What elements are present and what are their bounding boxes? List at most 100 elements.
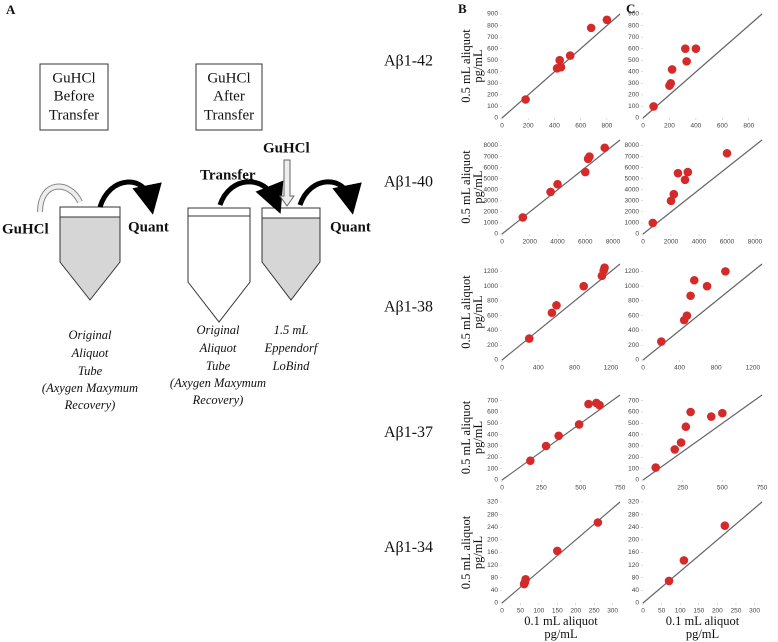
x-tick-label: 750 [615,485,626,492]
tube-cap [59,206,121,218]
point [681,422,691,432]
x-tick-label: 200 [712,608,723,615]
x-tick-label: 800 [743,123,754,130]
x-tick-label: 150 [552,608,563,615]
y-tick-label: 400 [487,68,498,75]
point [664,576,674,586]
y-tick-label: 240 [628,524,639,531]
tube-label: Original [196,323,240,337]
x-tick-label: 0 [641,239,645,246]
row-label: Aβ1-42 [384,53,433,70]
row-label: Aβ1-34 [384,539,433,556]
y-tick-label: 700 [487,397,498,404]
y-tick-label: 200 [628,454,639,461]
x-tick-label: 50 [517,608,525,615]
y-tick-label: 0 [635,231,639,238]
y-tick-label: 300 [628,443,639,450]
y-tick-label: 600 [628,45,639,52]
point [524,334,534,343]
y-tick-label: 900 [487,11,498,18]
y-tick-label: 0 [494,357,498,364]
tube [261,209,321,301]
point [676,438,686,447]
point [521,575,530,584]
y-tick-label: 320 [628,499,639,506]
y-tick-label: 300 [628,80,639,87]
y-tick-label: 400 [487,431,498,438]
y-axis-label: pg/mL [471,49,485,82]
y-tick-label: 100 [487,103,498,110]
tube-label: (Axygen Maxymum [170,376,266,390]
x-tick-label: 250 [731,608,742,615]
x-tick-label: 800 [601,123,612,130]
tube-label: Aliquot [199,341,237,355]
y-tick-label: 1200 [625,268,640,275]
y-tick-label: 6000 [625,164,640,171]
point [553,546,562,556]
x-axis-label: 0.1 mL aliquot [666,614,740,628]
y-tick-label: 80 [632,574,640,581]
y-tick-label: 8000 [484,142,499,149]
tube-label: LoBind [272,359,311,373]
x-tick-label: 0 [500,123,504,130]
x-tick-label: 200 [664,123,675,130]
point [682,311,692,320]
y-axis-label: 0.5 mL aliquot [459,29,473,103]
x-tick-label: 250 [536,485,547,492]
identity-line [501,263,621,361]
x-tick-label: 2000 [523,239,538,246]
tube-label: Recovery) [64,398,116,412]
y-tick-label: 1000 [484,220,499,227]
point [600,263,609,272]
y-tick-label: 3000 [625,198,640,205]
y-tick-label: 280 [487,511,498,518]
y-tick-label: 500 [487,420,498,427]
panel-label: B [458,1,467,16]
x-tick-label: 2000 [664,239,679,246]
y-tick-label: 100 [628,465,639,472]
tube-label: Aliquot [71,346,109,360]
point [580,167,590,177]
y-tick-label: 320 [487,499,498,506]
point [670,445,680,454]
arrow [279,159,295,207]
point [546,187,555,197]
y-tick-label: 700 [628,34,639,41]
y-tick-label: 0 [494,477,498,484]
y-tick-label: 0 [635,357,639,364]
point [702,281,712,291]
y-tick-label: 700 [487,34,498,41]
point [584,399,593,409]
box-text: GuHCl [207,70,250,86]
box [39,63,109,131]
point [706,412,716,421]
point [600,143,610,153]
y-tick-label: 700 [628,397,639,404]
x-axis-label: pg/mL [544,627,577,641]
point [721,267,730,276]
point [679,556,689,565]
x-tick-label: 750 [757,485,768,492]
y-axis-label: 0.5 mL aliquot [459,150,473,224]
y-tick-label: 200 [487,454,498,461]
x-tick-label: 0 [641,365,645,372]
point [680,175,690,185]
x-tick-label: 300 [607,608,618,615]
y-tick-label: 800 [487,298,498,305]
y-tick-label: 0 [635,115,639,122]
point [648,218,658,228]
x-tick-label: 250 [589,608,600,615]
y-tick-label: 800 [487,22,498,29]
x-tick-label: 8000 [748,239,763,246]
arrow [217,179,284,214]
point [593,518,603,527]
y-tick-label: 1000 [625,283,640,290]
x-tick-label: 0 [500,485,504,492]
tube-label: Eppendorf [264,341,319,355]
y-tick-label: 400 [628,327,639,334]
y-tick-label: 200 [628,537,639,544]
x-tick-label: 500 [575,485,586,492]
y-tick-label: 400 [628,431,639,438]
x-tick-label: 150 [693,608,704,615]
y-tick-label: 600 [487,409,498,416]
